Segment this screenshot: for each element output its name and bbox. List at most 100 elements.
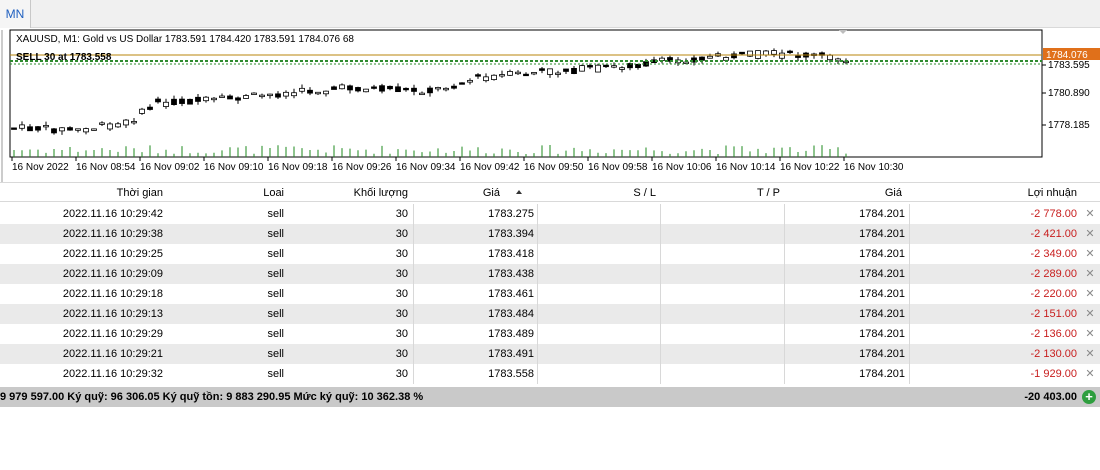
header-price2[interactable]: Giá	[884, 187, 902, 199]
column-divider	[537, 264, 538, 284]
cell-volume: 30	[395, 228, 408, 240]
close-order-icon[interactable]: ✕	[1085, 268, 1095, 280]
table-row[interactable]: 2022.11.16 10:29:38 sell 30 1783.394 1784.20…	[0, 224, 1100, 244]
header-time[interactable]: Thời gian	[116, 187, 163, 199]
candle-body	[571, 67, 577, 74]
candle-body	[363, 88, 369, 93]
close-order-icon[interactable]: ✕	[1085, 348, 1095, 360]
cell-volume: 30	[395, 368, 408, 380]
candle-body	[267, 93, 273, 97]
timeframe-mn-button[interactable]: MN	[0, 0, 31, 28]
column-divider	[909, 344, 910, 364]
close-order-icon[interactable]: ✕	[1085, 248, 1095, 260]
candle-body	[707, 55, 713, 59]
header-tp[interactable]: T / P	[756, 187, 780, 199]
column-divider	[660, 264, 661, 284]
candle-body	[611, 65, 617, 68]
cell-time: 2022.11.16 10:29:18	[62, 288, 163, 300]
cell-volume: 30	[395, 248, 408, 260]
price-axis: 1783.595 1780.890 1778.185	[1042, 60, 1090, 131]
close-order-icon[interactable]: ✕	[1085, 208, 1095, 220]
table-row[interactable]: 2022.11.16 10:29:18 sell 30 1783.461 1784.20…	[0, 284, 1100, 304]
header-price[interactable]: Giá	[482, 187, 500, 199]
header-profit[interactable]: Lợi nhuận	[1027, 187, 1077, 199]
price-label-1: 1783.595	[1048, 60, 1090, 71]
sort-asc-icon	[506, 183, 522, 203]
cell-sl	[540, 244, 656, 264]
candle-body	[435, 87, 441, 90]
candle-body	[763, 50, 769, 56]
column-divider	[909, 264, 910, 284]
cell-time: 2022.11.16 10:29:32	[62, 368, 163, 380]
candle-body	[467, 79, 473, 83]
cell-price2: 1784.201	[859, 248, 905, 260]
cell-sl	[540, 324, 656, 344]
column-divider	[537, 204, 538, 224]
header-type[interactable]: Loai	[263, 187, 284, 199]
candle-body	[619, 67, 625, 70]
candle-body	[19, 124, 25, 129]
chart-info-line: XAUUSD, M1: Gold vs US Dollar 1783.591 1…	[16, 34, 354, 45]
candle-body	[123, 119, 129, 126]
order-overlay-label: SELL 30 at 1783.558	[16, 52, 112, 63]
table-row[interactable]: 2022.11.16 10:29:09 sell 30 1783.438 1784.20…	[0, 264, 1100, 284]
close-order-icon[interactable]: ✕	[1085, 328, 1095, 340]
table-row[interactable]: 2022.11.16 10:29:25 sell 30 1783.418 1784.20…	[0, 244, 1100, 264]
candle-body	[387, 85, 393, 90]
candle-body	[427, 87, 433, 94]
candle-body	[203, 96, 209, 102]
table-row[interactable]: 2022.11.16 10:29:13 sell 30 1783.484 1784.20…	[0, 304, 1100, 324]
column-divider	[537, 344, 538, 364]
table-row[interactable]: 2022.11.16 10:29:29 sell 30 1783.489 1784.20…	[0, 324, 1100, 344]
cell-tp	[662, 344, 780, 364]
account-summary-bar: 9 979 597.00 Ký quỹ: 96 306.05 Ký quỹ tồ…	[0, 387, 1100, 407]
column-divider	[537, 364, 538, 384]
time-label: 16 Nov 09:58	[588, 162, 648, 173]
column-divider	[413, 264, 414, 284]
cell-tp	[662, 224, 780, 244]
column-divider	[537, 284, 538, 304]
table-row[interactable]: 2022.11.16 10:29:42 sell 30 1783.275 1784.20…	[0, 204, 1100, 224]
close-order-icon[interactable]: ✕	[1085, 288, 1095, 300]
close-order-icon[interactable]: ✕	[1085, 368, 1095, 380]
add-order-icon[interactable]: +	[1082, 390, 1096, 404]
candle-body	[107, 123, 113, 130]
candle-body	[315, 91, 321, 95]
candle-body	[155, 98, 161, 103]
table-row[interactable]: 2022.11.16 10:29:32 sell 30 1783.558 1784.20…	[0, 364, 1100, 384]
cell-sl	[540, 284, 656, 304]
column-divider	[660, 224, 661, 244]
cell-price2: 1784.201	[859, 348, 905, 360]
column-divider	[537, 304, 538, 324]
cell-tp	[662, 364, 780, 384]
time-label: 16 Nov 09:42	[460, 162, 520, 173]
price-chart[interactable]: XAUUSD, M1: Gold vs US Dollar 1783.591 1…	[0, 28, 1100, 182]
column-divider	[909, 204, 910, 224]
column-divider	[784, 324, 785, 344]
candle-body	[91, 128, 97, 131]
chart-canvas[interactable]: XAUUSD, M1: Gold vs US Dollar 1783.591 1…	[0, 28, 1100, 182]
column-divider	[660, 284, 661, 304]
column-divider	[413, 244, 414, 264]
close-order-icon[interactable]: ✕	[1085, 228, 1095, 240]
candle-body	[75, 128, 81, 131]
close-order-icon[interactable]: ✕	[1085, 308, 1095, 320]
table-row[interactable]: 2022.11.16 10:29:21 sell 30 1783.491 1784.20…	[0, 344, 1100, 364]
chart-frame	[9, 29, 1043, 158]
candle-body	[299, 87, 305, 92]
candle-body	[411, 87, 417, 92]
cell-profit: -2 421.00	[1030, 228, 1077, 240]
candle-body	[547, 68, 553, 75]
cell-volume: 30	[395, 308, 408, 320]
cell-price: 1783.489	[488, 328, 534, 340]
candle-body	[259, 94, 265, 98]
header-sl[interactable]: S / L	[633, 187, 656, 199]
time-label: 16 Nov 10:06	[652, 162, 712, 173]
candle-body	[563, 68, 569, 72]
candle-body	[747, 50, 753, 57]
cell-time: 2022.11.16 10:29:13	[62, 308, 163, 320]
candle-body	[35, 126, 41, 131]
column-divider	[784, 224, 785, 244]
header-volume[interactable]: Khối lượng	[353, 187, 408, 199]
time-label: 16 Nov 09:34	[396, 162, 456, 173]
